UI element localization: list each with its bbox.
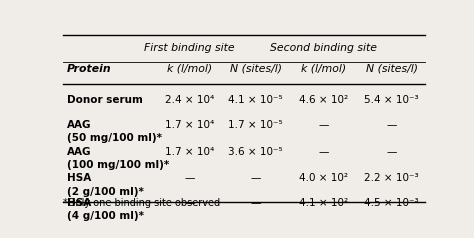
Text: 2.2 × 10⁻³: 2.2 × 10⁻³ bbox=[365, 173, 419, 183]
Text: —: — bbox=[386, 120, 397, 130]
Text: 4.5 × 10⁻³: 4.5 × 10⁻³ bbox=[365, 198, 419, 208]
Text: Protein: Protein bbox=[66, 64, 111, 74]
Text: —: — bbox=[184, 198, 195, 208]
Text: AAG
(100 mg/100 ml)*: AAG (100 mg/100 ml)* bbox=[66, 147, 169, 170]
Text: —: — bbox=[319, 120, 329, 130]
Text: k (l/mol): k (l/mol) bbox=[167, 64, 212, 74]
Text: *Only one binding site observed: *Only one binding site observed bbox=[63, 198, 220, 208]
Text: 4.6 × 10²: 4.6 × 10² bbox=[299, 94, 348, 104]
Text: 1.7 × 10⁴: 1.7 × 10⁴ bbox=[165, 120, 214, 130]
Text: First binding site: First binding site bbox=[145, 43, 235, 53]
Text: 1.7 × 10⁴: 1.7 × 10⁴ bbox=[165, 147, 214, 157]
Text: 5.4 × 10⁻³: 5.4 × 10⁻³ bbox=[365, 94, 419, 104]
Text: AAG
(50 mg/100 ml)*: AAG (50 mg/100 ml)* bbox=[66, 120, 162, 143]
Text: 4.1 × 10⁻⁵: 4.1 × 10⁻⁵ bbox=[228, 94, 283, 104]
Text: 4.0 × 10²: 4.0 × 10² bbox=[299, 173, 348, 183]
Text: —: — bbox=[184, 173, 195, 183]
Text: —: — bbox=[386, 147, 397, 157]
Text: HSA
(2 g/100 ml)*: HSA (2 g/100 ml)* bbox=[66, 173, 144, 197]
Text: HSA
(4 g/100 ml)*: HSA (4 g/100 ml)* bbox=[66, 198, 144, 221]
Text: k (l/mol): k (l/mol) bbox=[301, 64, 346, 74]
Text: —: — bbox=[251, 198, 261, 208]
Text: 3.6 × 10⁻⁵: 3.6 × 10⁻⁵ bbox=[228, 147, 283, 157]
Text: Donor serum: Donor serum bbox=[66, 94, 143, 104]
Text: 4.1 × 10²: 4.1 × 10² bbox=[299, 198, 348, 208]
Text: —: — bbox=[251, 173, 261, 183]
Text: 2.4 × 10⁴: 2.4 × 10⁴ bbox=[165, 94, 214, 104]
Text: N (sites/l): N (sites/l) bbox=[366, 64, 418, 74]
Text: 1.7 × 10⁻⁵: 1.7 × 10⁻⁵ bbox=[228, 120, 283, 130]
Text: N (sites/l): N (sites/l) bbox=[230, 64, 282, 74]
Text: —: — bbox=[319, 147, 329, 157]
Text: Second binding site: Second binding site bbox=[270, 43, 377, 53]
